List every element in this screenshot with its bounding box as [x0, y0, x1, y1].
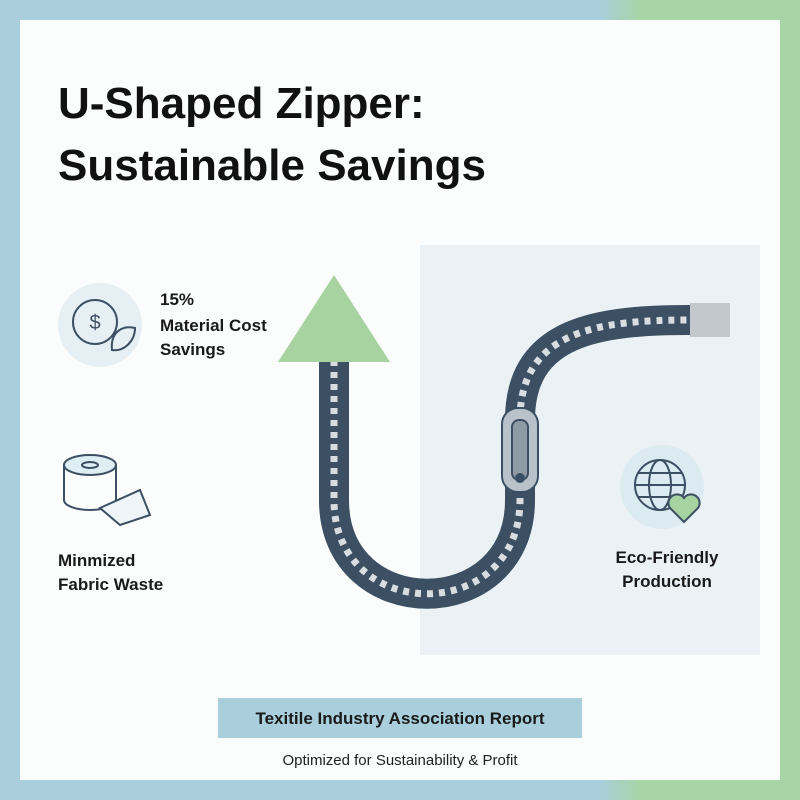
- feature-text: Fabric Waste: [58, 575, 163, 594]
- title-line: Sustainable Savings: [58, 141, 486, 190]
- arrow-head: [278, 275, 390, 362]
- zipper-teeth: [330, 316, 691, 598]
- fabric-icon: [63, 454, 152, 527]
- footer-banner-text: Texitile Industry Association Report: [255, 709, 544, 728]
- cost-icon: $: [58, 283, 142, 367]
- footer-banner: [218, 698, 582, 738]
- feature-text: Savings: [160, 340, 225, 359]
- svg-text:$: $: [89, 312, 100, 334]
- globe-icon: [620, 445, 704, 529]
- feature-text: Eco-Friendly: [616, 548, 720, 567]
- zipper-end: [690, 303, 730, 337]
- feature-text: 15%: [160, 290, 194, 309]
- feature-text: Production: [622, 572, 712, 591]
- zipper-slider: [501, 407, 539, 493]
- feature-text: Material Cost: [160, 316, 267, 335]
- feature-text: Minmized: [58, 551, 135, 570]
- title-line: U-Shaped Zipper:: [58, 79, 425, 128]
- footer-subtitle: Optimized for Sustainability & Profit: [282, 752, 518, 769]
